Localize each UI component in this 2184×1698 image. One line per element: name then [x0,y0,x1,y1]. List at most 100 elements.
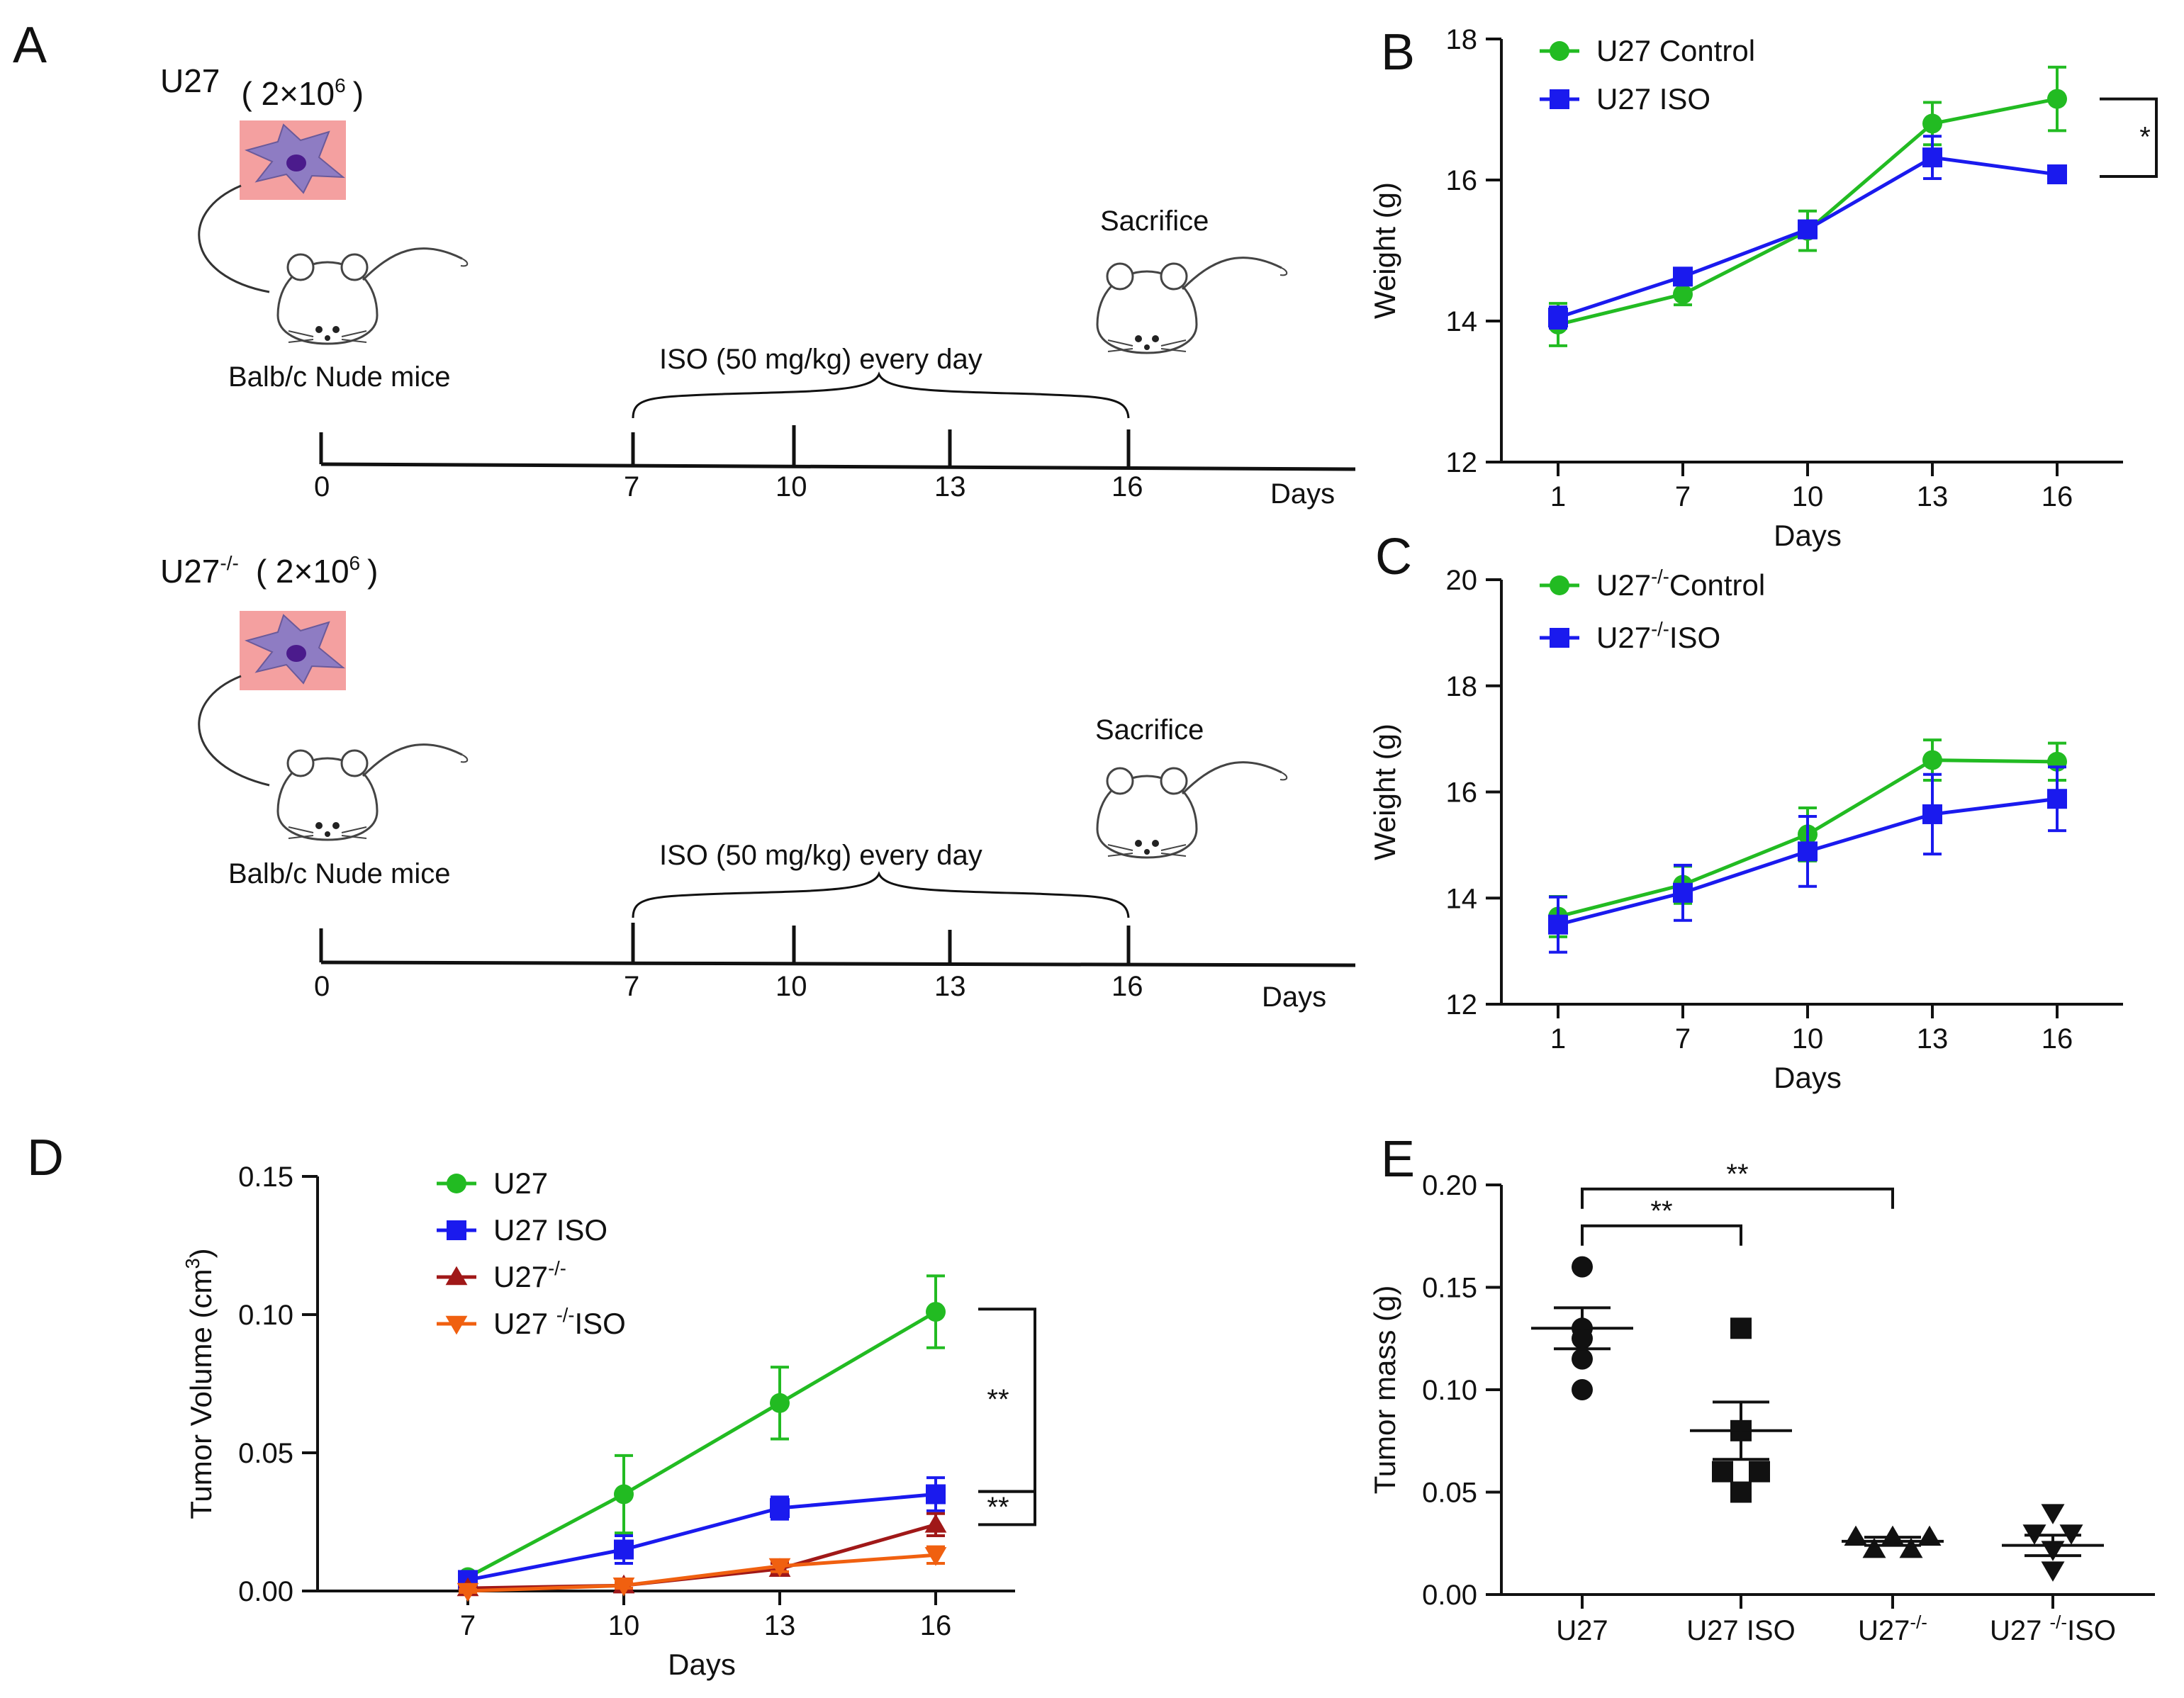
tick-label: 0 [314,971,330,1002]
data-point [1572,1256,1593,1278]
series-2 [457,1512,947,1597]
legend-marker [1550,41,1569,61]
data-point [2041,1504,2065,1524]
panel-e-tumor-mass-chart: E 0.00 0.05 0.10 0.15 0.20 U27 U27 ISO U27-/- U27… [1368,1131,2155,1646]
data-point [1862,1537,1886,1558]
x-tick-label: 13 [1917,1023,1949,1055]
injection-connector [198,675,270,787]
data-point [614,1539,634,1560]
tick-label: 0 [314,471,330,502]
y-axis-label: Tumor Volume (cm3) [181,1248,218,1519]
significance-label: ** [987,1492,1009,1523]
timeline [319,923,1356,967]
significance-label: ** [1650,1196,1672,1227]
data-point [1798,219,1818,240]
treatment-label: ISO (50 mg/kg) every day [659,344,982,375]
series-3 [457,1545,947,1602]
series-1 [1548,765,2067,954]
data-point [1922,804,1942,824]
tumor-cell-illustration [240,120,346,200]
sacrifice-mouse-icon [1096,257,1288,354]
mouse-icon [276,743,469,841]
group-1 [1690,1317,1792,1503]
data-point [1712,1461,1733,1483]
x-tick-label: U27 [1556,1615,1608,1646]
mice-label: Balb/c Nude mice [228,858,450,889]
data-point [1673,284,1693,305]
significance-bracket [1581,1224,1742,1246]
data-point [770,1393,790,1413]
x-axis-label: Days [1774,519,1842,552]
data-point [926,1484,946,1505]
scheme-wildtype: U27( 2×106) Balb/c Nude mice Sacrifice I… [160,62,1356,510]
data-point [770,1498,790,1518]
data-point [1548,914,1568,935]
y-axis-label: Tumor mass (g) [1368,1286,1401,1495]
data-point [1922,750,1942,770]
data-point [1572,1348,1593,1370]
x-tick-label: 13 [1917,481,1949,512]
significance-bracket [1581,1187,1894,1209]
tick-label: 10 [775,471,807,502]
legend-label: U27 -/-ISO [493,1304,626,1340]
y-tick-label: 0.15 [238,1162,293,1193]
scheme-knockout: U27-/-( 2×106) Balb/c Nude mice Sacrific… [160,552,1356,1013]
legend-marker [445,1315,468,1335]
x-tick-label: 10 [608,1610,640,1641]
data-point [1922,147,1942,168]
data-point [924,1514,947,1533]
series-line [466,1310,937,1579]
x-tick-label: 10 [1792,481,1824,512]
treatment-label: ISO (50 mg/kg) every day [659,840,982,871]
data-point [614,1484,634,1505]
legend-marker [1550,89,1569,109]
x-tick-label: 16 [2042,481,2073,512]
legend-marker [1550,575,1569,595]
group-0 [1531,1256,1633,1400]
x-tick-label: 16 [920,1610,952,1641]
data-point [1749,1461,1770,1483]
legend-marker [447,1174,466,1193]
scheme-1-title: U27( 2×106) [160,62,364,112]
panel-a-letter: A [13,17,47,74]
y-tick-label: 0.10 [238,1300,293,1331]
data-point [2047,164,2067,185]
tick-label: 13 [934,471,966,502]
x-tick-label: U27 -/-ISO [1990,1612,2116,1646]
timeline [319,425,1356,471]
x-tick-label: 7 [1675,481,1691,512]
y-tick-label: 14 [1446,883,1478,914]
x-tick-label: 1 [1550,1023,1566,1055]
y-tick-label: 12 [1446,989,1478,1021]
data-point [1572,1379,1593,1400]
y-tick-label: 0.00 [238,1576,293,1607]
significance-label: * [2139,121,2151,152]
y-tick-label: 0.15 [1422,1273,1477,1304]
x-tick-label: U27-/- [1858,1612,1927,1646]
tick-label: 16 [1111,971,1143,1002]
tick-label: 7 [624,971,639,1002]
y-tick-label: 0.00 [1422,1580,1477,1611]
treatment-brace [632,371,1130,419]
data-point [1730,1317,1752,1339]
tick-label: 7 [624,471,639,502]
y-tick-label: 12 [1446,447,1478,478]
panel-a: A U27( 2×106) Balb/c Nude mice Sacrifice… [13,17,1356,1013]
x-tick-label: U27 ISO [1686,1615,1795,1646]
panel-d-tumor-volume-chart: D 0.00 0.05 0.10 0.15 7 10 13 16 Days Tumor Volume… [27,1130,1036,1681]
panel-c-weight-chart: C 12 14 16 18 20 1 7 10 13 16 Days Weight (g) U27-/-C… [1368,529,2123,1094]
series-line [467,1492,936,1582]
significance-bracket [978,1490,1036,1526]
days-label: Days [1262,982,1326,1013]
data-point [1798,841,1818,862]
legend-label: U27-/-ISO [1596,618,1720,654]
tumor-cell-illustration [240,611,346,690]
group-2 [1842,1525,1944,1558]
x-tick-label: 7 [1675,1023,1691,1055]
legend-marker [445,1266,468,1286]
y-tick-label: 0.10 [1422,1375,1477,1406]
panel-b-weight-chart: B 12 14 16 18 1 7 10 13 16 Days Weight (g) U27 Contr… [1368,24,2158,552]
y-tick-label: 18 [1446,24,1478,55]
panel-letter: C [1375,529,1412,585]
